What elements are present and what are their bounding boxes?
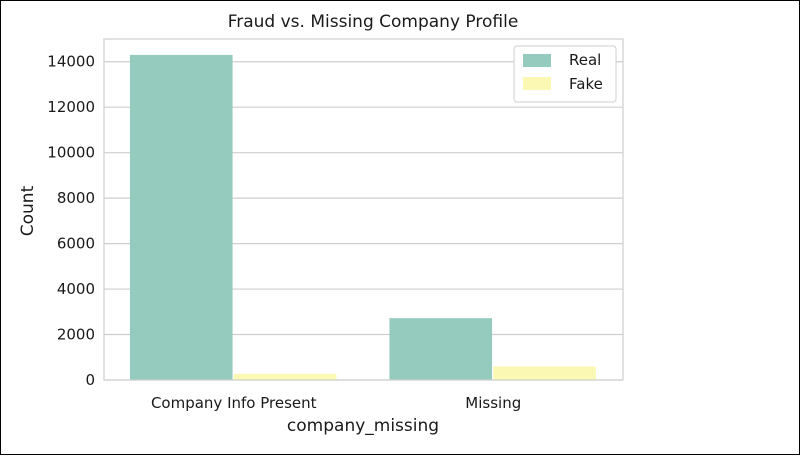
chart-title: Fraud vs. Missing Company Profile: [228, 12, 519, 32]
y-tick-label: 2000: [57, 326, 95, 344]
y-tick-label: 0: [85, 371, 95, 389]
y-tick-label: 4000: [57, 280, 95, 298]
bars: [129, 54, 596, 381]
legend-label-fake: Fake: [569, 75, 603, 93]
y-tick-label: 6000: [57, 235, 95, 253]
bar-real-1: [389, 318, 493, 380]
bar-fake-1: [493, 366, 596, 380]
bar-fake-0: [233, 373, 337, 380]
legend-swatch-real: [523, 54, 551, 67]
plot-border: [103, 38, 624, 381]
y-axis-label: Count: [18, 185, 38, 236]
legend-label-real: Real: [569, 51, 601, 69]
y-tick-label: 10000: [47, 144, 95, 162]
y-tick-label: 14000: [47, 53, 95, 71]
x-tick-label: Company Info Present: [151, 394, 317, 412]
legend: Real Fake: [513, 45, 617, 103]
y-tick-labels: 0 2000 4000 6000 8000 10000 12000 14000: [47, 53, 95, 389]
x-tick-label: Missing: [465, 394, 521, 412]
x-tick-labels: Company Info Present Missing: [151, 394, 521, 412]
y-tick-label: 8000: [57, 189, 95, 207]
x-axis-label: company_missing: [287, 416, 439, 436]
y-tick-label: 12000: [47, 98, 95, 116]
legend-swatch-fake: [523, 77, 551, 90]
bar-real-0: [129, 54, 233, 381]
